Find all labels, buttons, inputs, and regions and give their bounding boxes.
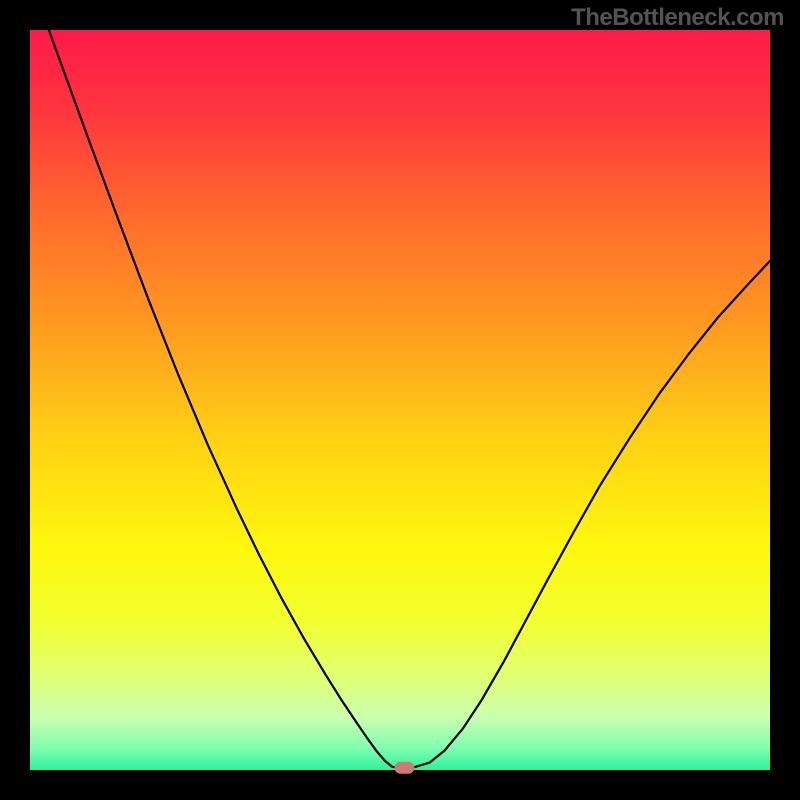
optimal-point-marker — [394, 762, 414, 774]
chart-container: TheBottleneck.com — [0, 0, 800, 800]
gradient-background — [30, 30, 770, 770]
watermark-label: TheBottleneck.com — [571, 4, 784, 32]
bottleneck-chart — [0, 0, 800, 800]
